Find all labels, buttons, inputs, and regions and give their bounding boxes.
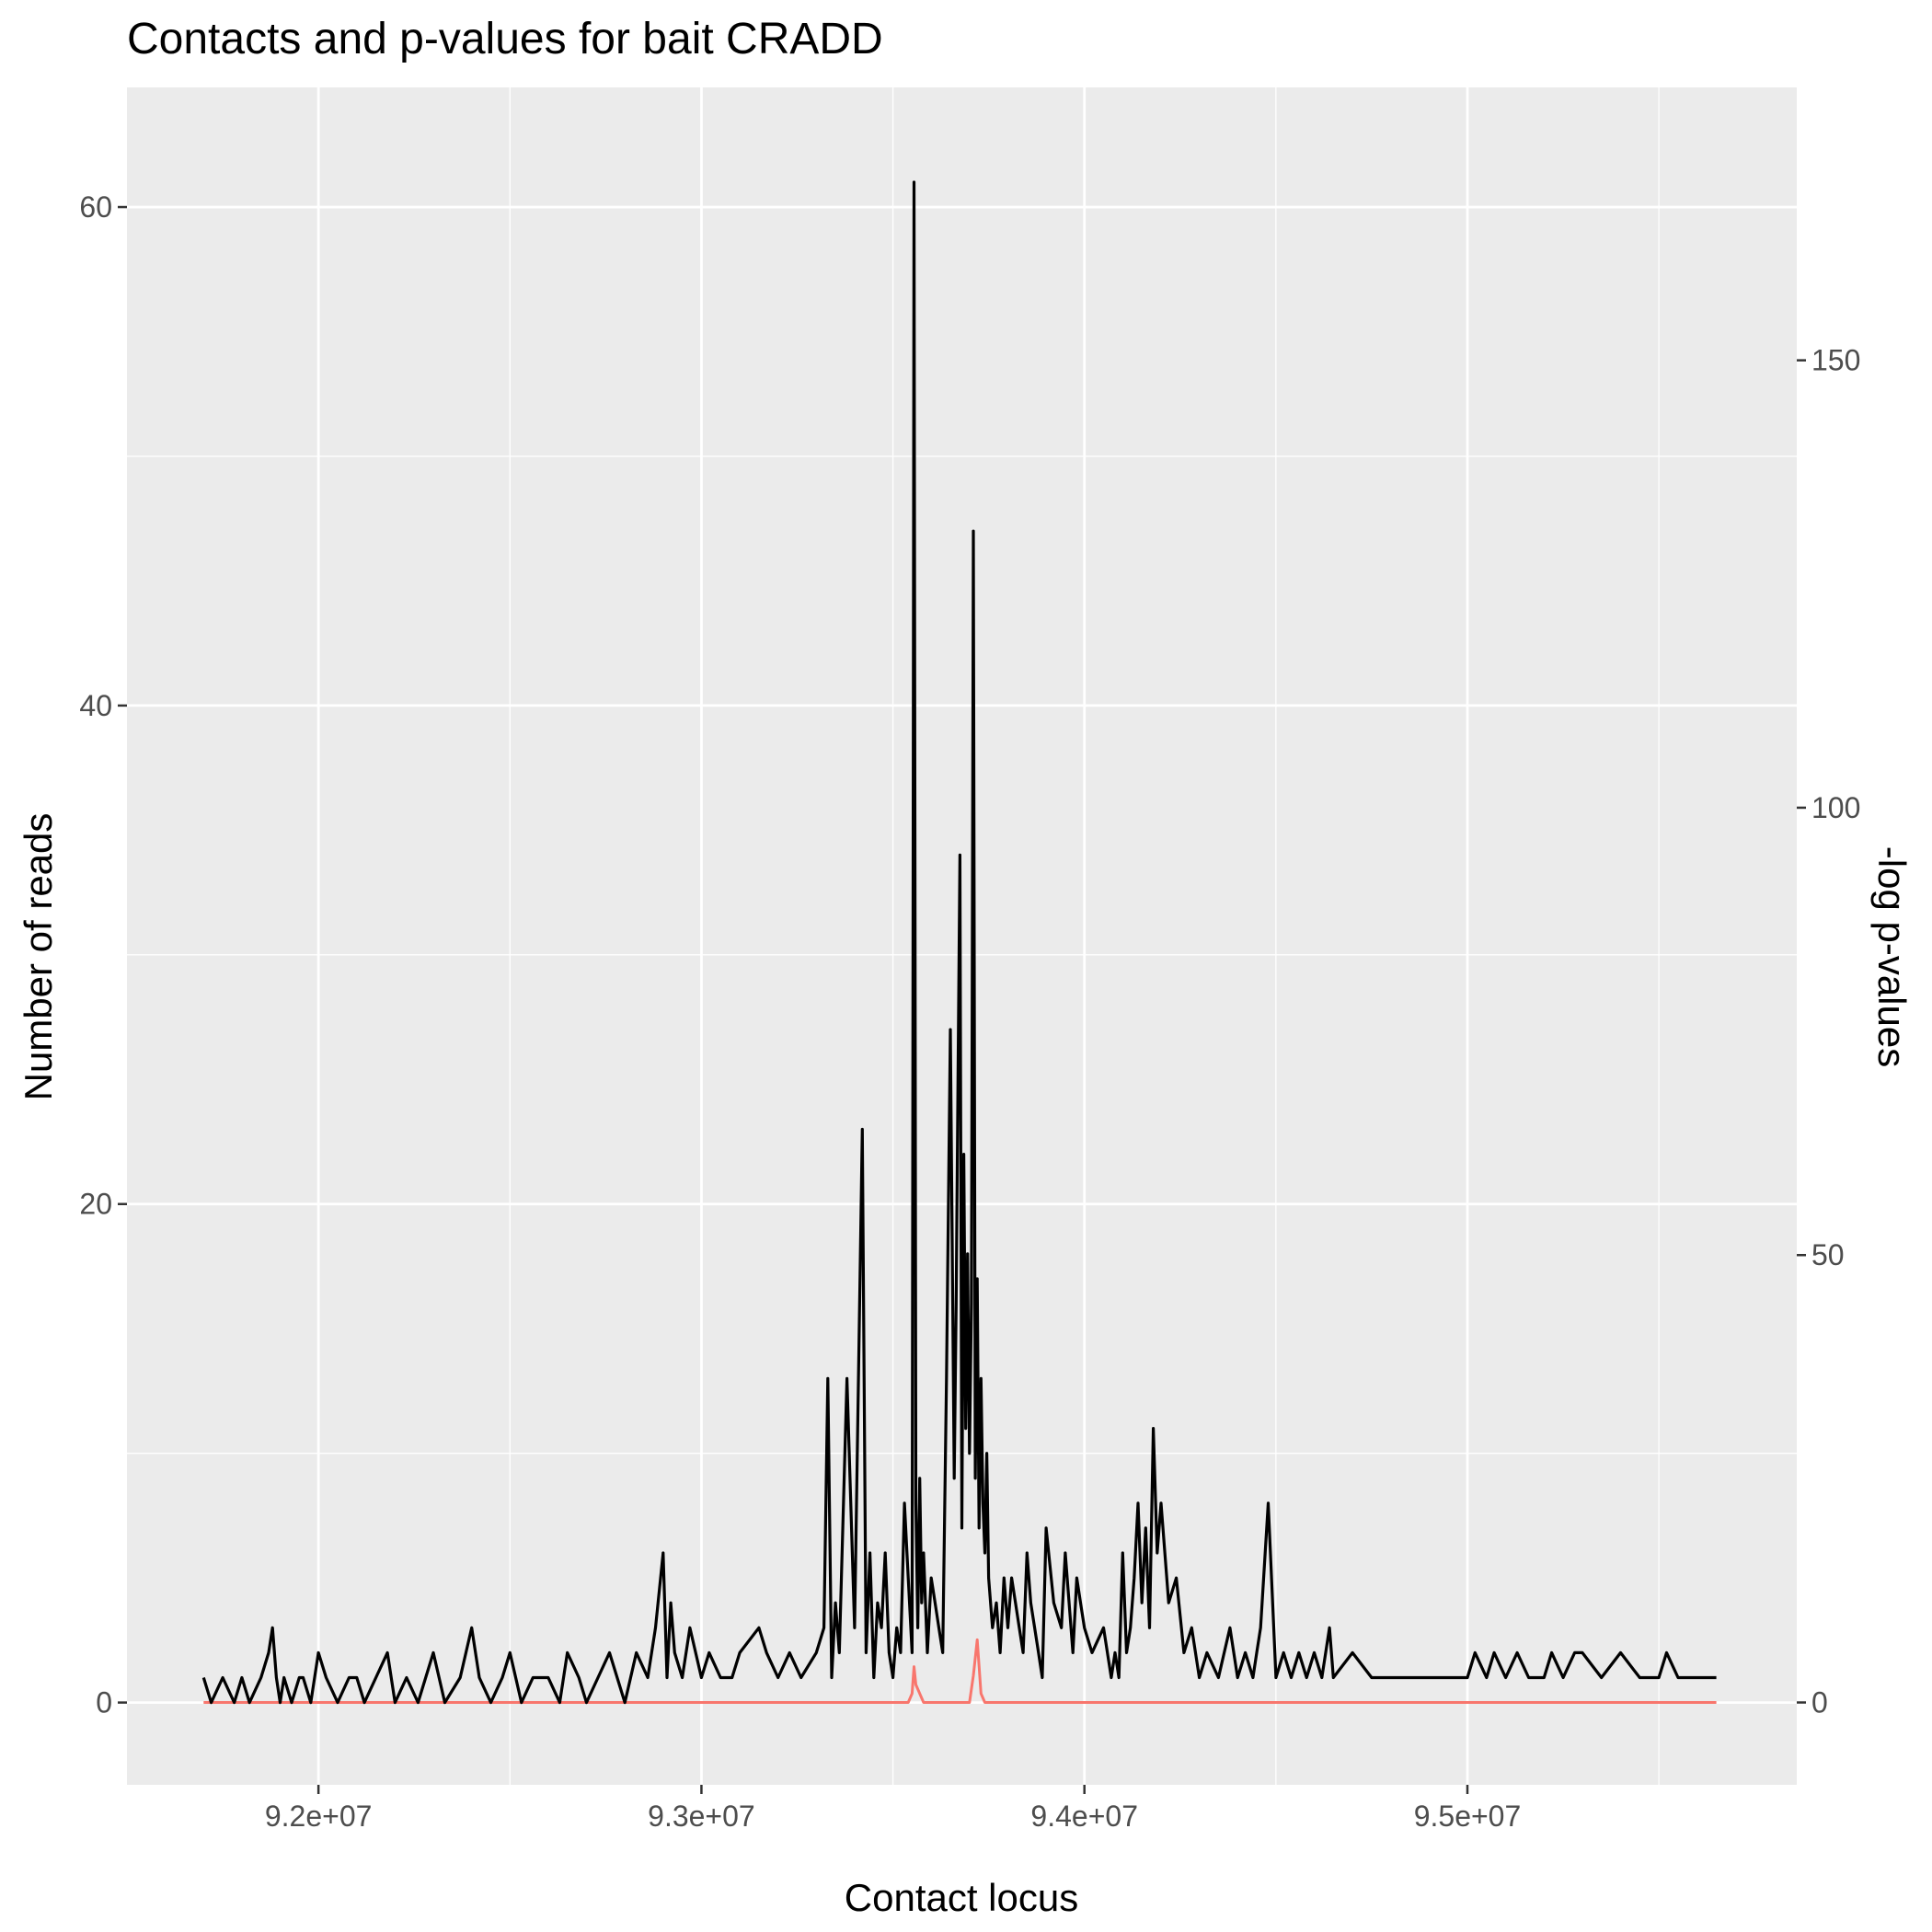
x-tick-label: 9.5e+07 bbox=[1414, 1800, 1522, 1833]
plot-panel bbox=[127, 87, 1797, 1785]
y-tick-label: 40 bbox=[79, 689, 112, 722]
y2-tick-label: 150 bbox=[1811, 344, 1860, 377]
x-tick-label: 9.3e+07 bbox=[648, 1800, 755, 1833]
y-tick-label: 60 bbox=[79, 190, 112, 224]
chart-title: Contacts and p-values for bait CRADD bbox=[127, 15, 883, 63]
x-axis-title: Contact locus bbox=[845, 1876, 1078, 1919]
y-tick-label: 0 bbox=[96, 1686, 112, 1719]
y2-axis-title: -log p-values bbox=[1870, 846, 1914, 1067]
y2-tick-label: 100 bbox=[1811, 791, 1860, 824]
x-tick-label: 9.2e+07 bbox=[265, 1800, 373, 1833]
y2-tick-label: 0 bbox=[1811, 1686, 1828, 1719]
pvalue-series-line bbox=[203, 1638, 1717, 1704]
series-layer bbox=[201, 180, 1717, 1705]
y2-tick-label: 50 bbox=[1811, 1238, 1845, 1271]
y-axis-title: Number of reads bbox=[17, 813, 60, 1101]
axes: 9.2e+07 9.3e+07 9.4e+07 9.5e+07 0 20 40 60 0 50 10… bbox=[79, 190, 1860, 1833]
reads-series-line bbox=[201, 180, 1717, 1705]
y-tick-label: 20 bbox=[79, 1188, 112, 1221]
x-tick-label: 9.4e+07 bbox=[1030, 1800, 1138, 1833]
